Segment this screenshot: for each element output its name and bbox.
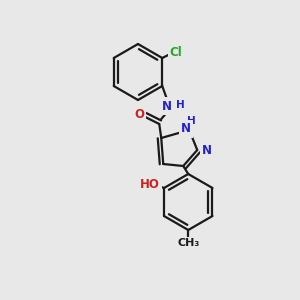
Text: N: N bbox=[162, 100, 172, 112]
Text: N: N bbox=[202, 145, 212, 158]
Text: O: O bbox=[134, 107, 144, 121]
Text: Cl: Cl bbox=[170, 46, 183, 59]
Text: H: H bbox=[176, 100, 185, 110]
Text: CH₃: CH₃ bbox=[177, 238, 200, 248]
Text: HO: HO bbox=[140, 178, 160, 190]
Text: H: H bbox=[187, 116, 196, 126]
Text: N: N bbox=[181, 122, 191, 136]
